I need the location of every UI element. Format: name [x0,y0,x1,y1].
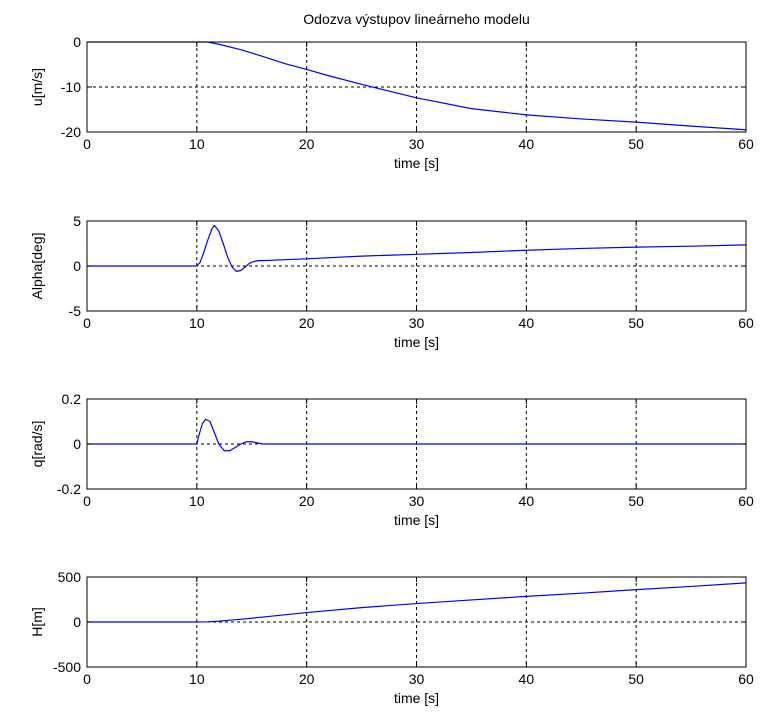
y-tick-label: -500 [53,659,81,675]
x-tick-label: 30 [409,493,425,509]
x-tick-label: 40 [519,136,535,152]
y-axis-label: H[m] [29,607,45,637]
x-tick-label: 10 [189,493,205,509]
y-tick-label: 0.2 [62,391,82,407]
x-tick-label: 60 [738,493,754,509]
x-tick-label: 20 [299,315,315,331]
series-line-1 [87,224,747,272]
y-tick-label: -5 [69,303,82,319]
y-tick-label: -0.2 [57,481,81,497]
x-tick-label: 40 [519,493,535,509]
x-tick-label: 50 [628,315,644,331]
x-axis-label: time [s] [394,155,439,171]
x-tick-label: 0 [83,315,91,331]
x-tick-label: 30 [409,315,425,331]
y-tick-label: 0 [73,34,81,50]
y-tick-label: -10 [61,79,81,95]
x-tick-label: 0 [83,493,91,509]
x-tick-label: 10 [189,671,205,687]
x-tick-label: 50 [628,671,644,687]
y-axis-label: u[m/s] [29,68,45,106]
x-tick-label: 40 [519,315,535,331]
y-tick-label: 0 [73,258,81,274]
x-tick-label: 0 [83,136,91,152]
x-tick-label: 50 [628,136,644,152]
x-tick-label: 20 [299,136,315,152]
x-tick-label: 60 [738,315,754,331]
x-tick-label: 10 [189,315,205,331]
y-tick-label: -20 [61,124,81,140]
y-axis-label: q[rad/s] [29,421,45,468]
x-tick-label: 30 [409,671,425,687]
y-tick-label: 0 [73,614,81,630]
series-line-1 [87,582,747,623]
x-tick-label: 10 [189,136,205,152]
y-axis-label: Alpha[deg] [29,233,45,300]
subplot-1: 0 10 20 30 40 50 60 -20 -10 0 time [s] u[m/s] [29,34,754,171]
x-tick-label: 30 [409,136,425,152]
y-tick-label: 500 [58,569,82,585]
x-tick-label: 50 [628,493,644,509]
x-tick-label: 60 [738,671,754,687]
series-line-1 [87,418,746,452]
series-line-1 [87,41,747,131]
y-tick-label: 0 [73,436,81,452]
x-tick-label: 60 [738,136,754,152]
x-tick-label: 20 [299,671,315,687]
y-tick-label: 5 [73,213,81,229]
x-tick-label: 20 [299,493,315,509]
x-axis-label: time [s] [394,334,439,350]
x-tick-label: 0 [83,671,91,687]
x-tick-label: 40 [519,671,535,687]
figure-title: Odozva výstupov lineárneho modelu [303,11,529,27]
x-axis-label: time [s] [394,512,439,528]
x-axis-label: time [s] [394,690,439,706]
